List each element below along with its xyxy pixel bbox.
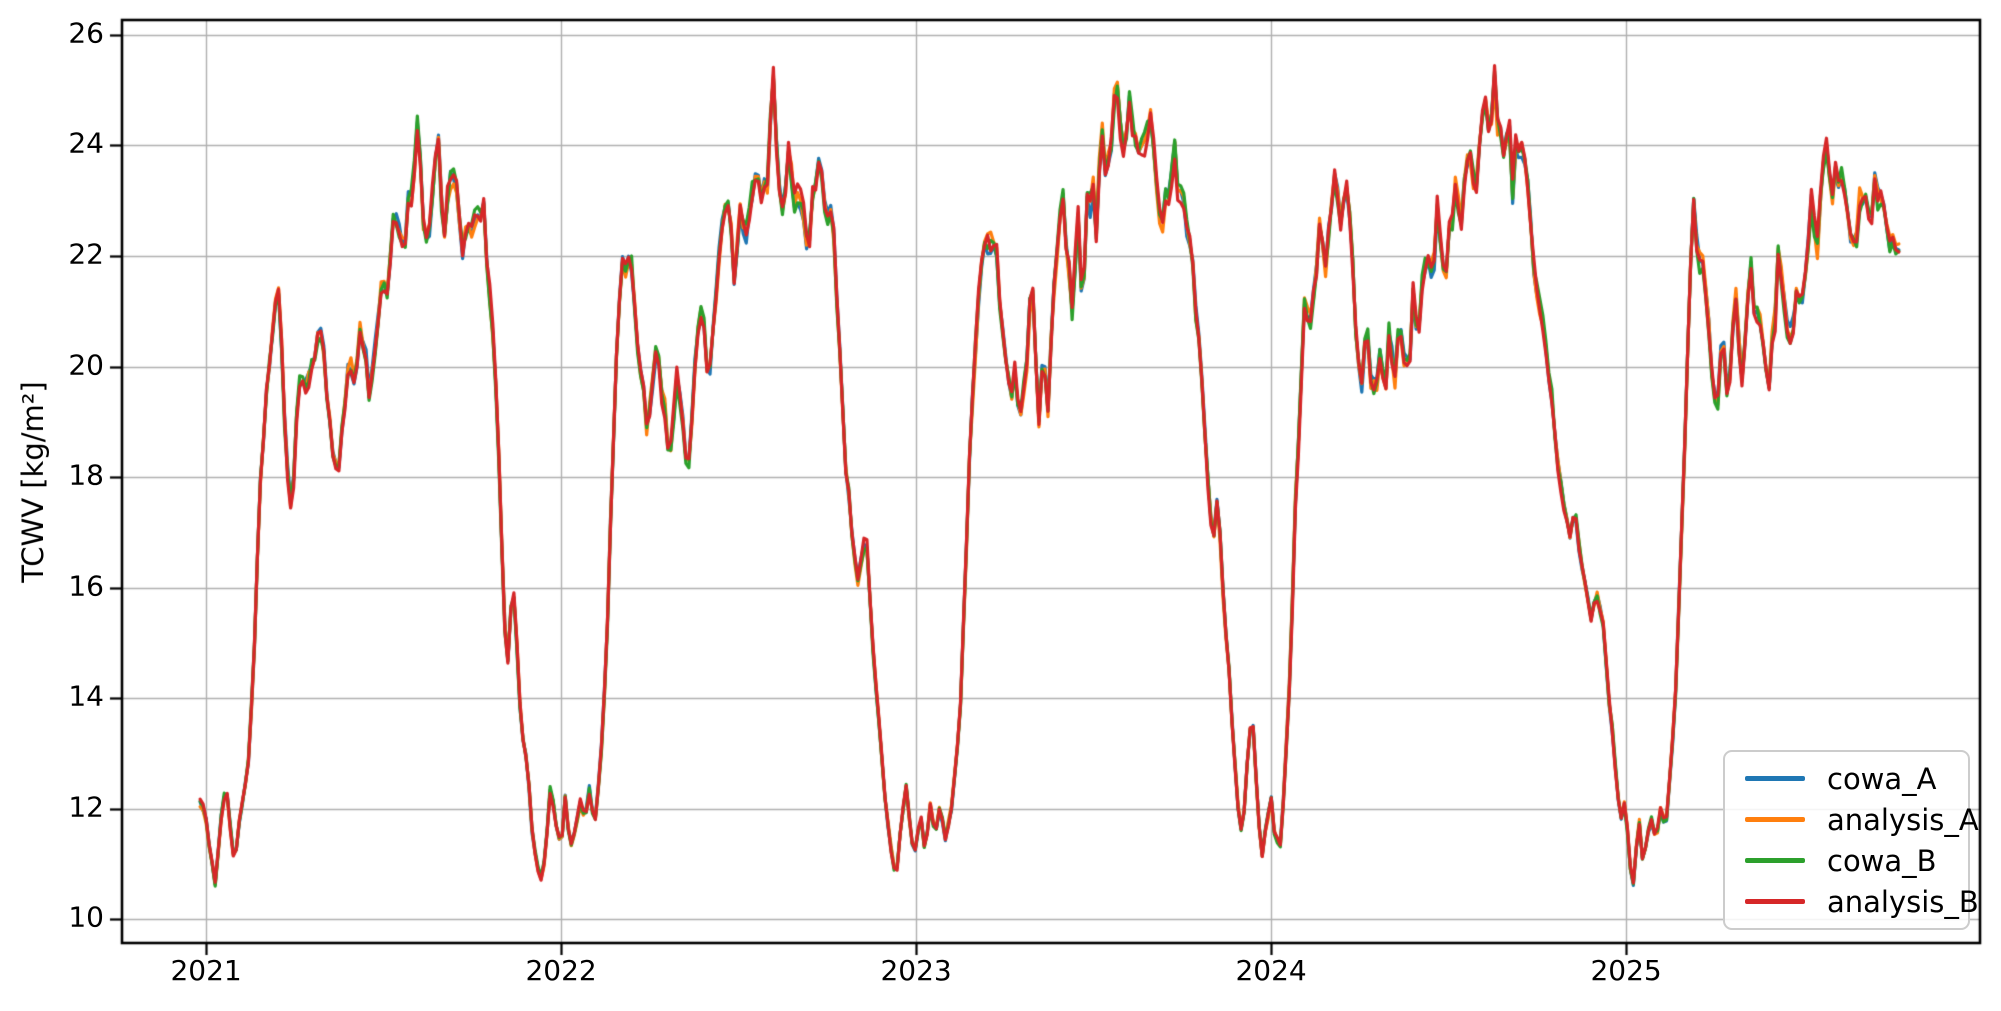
y-axis-label: TCWV [kg/m²] <box>16 380 50 583</box>
legend-label: cowa_B <box>1827 843 1937 878</box>
y-tick-label: 14 <box>68 679 104 713</box>
y-tick-label: 16 <box>68 568 104 602</box>
legend-item: analysis_B <box>1735 885 1979 919</box>
legend-line-swatch <box>1745 858 1805 863</box>
y-tick-label: 20 <box>68 347 104 381</box>
x-tick-label: 2025 <box>1590 954 1662 987</box>
x-tick-label: 2023 <box>880 954 952 987</box>
legend-line-swatch <box>1745 899 1805 904</box>
x-tick-label: 2024 <box>1235 954 1307 987</box>
legend-label: analysis_A <box>1827 802 1979 837</box>
legend-line-swatch <box>1745 776 1805 781</box>
y-tick-label: 22 <box>68 237 104 271</box>
y-tick-label: 10 <box>68 900 104 934</box>
x-tick-label: 2021 <box>170 954 242 987</box>
y-tick-label: 18 <box>68 458 104 492</box>
y-tick-label: 26 <box>68 16 104 50</box>
legend-item: analysis_A <box>1735 803 1979 837</box>
legend-item: cowa_A <box>1735 762 1958 796</box>
legend-item: cowa_B <box>1735 844 1958 878</box>
x-tick-label: 2022 <box>525 954 597 987</box>
legend-line-swatch <box>1745 817 1805 822</box>
legend-label: analysis_B <box>1827 884 1979 919</box>
y-tick-label: 12 <box>68 790 104 824</box>
y-tick-label: 24 <box>68 126 104 160</box>
legend: cowa_A analysis_A cowa_B analysis_B <box>1723 750 1979 930</box>
legend-label: cowa_A <box>1827 761 1937 796</box>
